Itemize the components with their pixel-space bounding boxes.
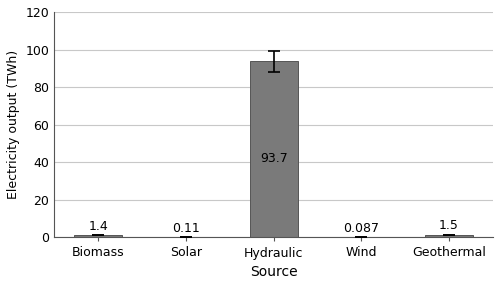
Bar — [74, 235, 122, 237]
Text: 1.5: 1.5 — [439, 219, 459, 233]
Text: 93.7: 93.7 — [260, 152, 287, 165]
Text: 0.11: 0.11 — [172, 222, 200, 235]
Y-axis label: Electricity output (TWh): Electricity output (TWh) — [7, 50, 20, 199]
X-axis label: Source: Source — [250, 265, 298, 279]
Text: 1.4: 1.4 — [88, 220, 108, 233]
Bar — [250, 61, 298, 237]
Bar — [425, 235, 473, 237]
Text: 0.087: 0.087 — [344, 222, 380, 235]
